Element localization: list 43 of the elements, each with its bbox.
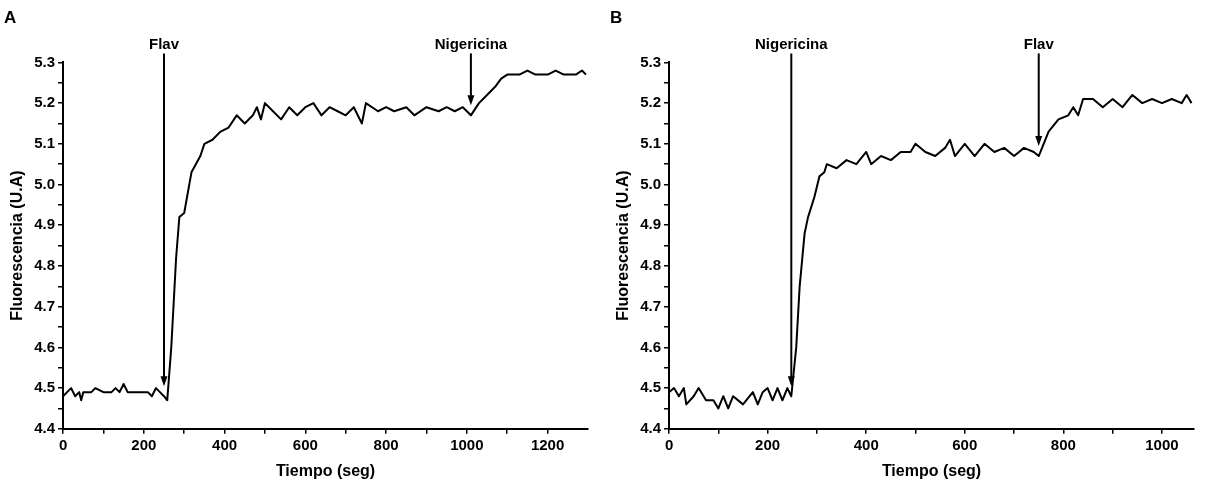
y-tick-label: 5.0 [34,174,56,192]
y-tick-label: 4.6 [640,337,662,355]
x-tick-label: 400 [212,435,238,453]
x-axis-title: Tiempo (seg) [275,461,376,479]
y-tick-label: 4.8 [640,256,662,274]
x-tick-label: 600 [952,435,978,453]
ref-line-label: Nigericina [434,35,508,53]
x-axis-title: Tiempo (seg) [881,461,982,479]
x-tick-label: 400 [853,435,879,453]
y-axis-title: Fluorescencia (U.A) [614,170,632,321]
y-tick-label: 4.4 [34,418,56,436]
chart-title: A [4,7,17,27]
x-tick-label: 200 [131,435,157,453]
ref-line-label: Flav [1023,35,1055,53]
ref-line-label: Nigericina [755,35,829,53]
y-tick-label: 4.7 [34,296,56,314]
x-tick-label: 0 [58,435,68,453]
y-tick-label: 5.3 [34,52,56,70]
y-tick-label: 5.1 [640,133,662,151]
y-tick-label: 4.6 [34,337,56,355]
x-tick-label: 800 [373,435,399,453]
y-tick-label: 4.4 [640,418,662,436]
x-tick-label: 800 [1050,435,1076,453]
y-tick-label: 4.5 [640,378,662,396]
y-tick-label: 4.5 [34,378,56,396]
y-tick-label: 4.7 [640,296,662,314]
y-tick-label: 5.2 [34,93,56,111]
y-tick-label: 4.9 [34,215,56,233]
y-tick-label: 5.2 [640,93,662,111]
y-tick-label: 5.1 [34,133,56,151]
y-tick-label: 4.8 [34,256,56,274]
x-tick-label: 0 [664,435,674,453]
x-tick-label: 1000 [1145,435,1179,453]
x-tick-label: 600 [292,435,318,453]
ref-line-label: Flav [149,35,180,53]
x-tick-label: 1000 [450,435,484,453]
y-tick-label: 5.0 [640,174,662,192]
x-tick-label: 1200 [530,435,565,453]
y-tick-label: 4.9 [640,215,662,233]
x-tick-label: 200 [755,435,781,453]
y-tick-label: 5.3 [640,52,662,70]
y-axis-title: Fluorescencia (U.A) [8,170,26,321]
chart-title: B [610,7,623,27]
